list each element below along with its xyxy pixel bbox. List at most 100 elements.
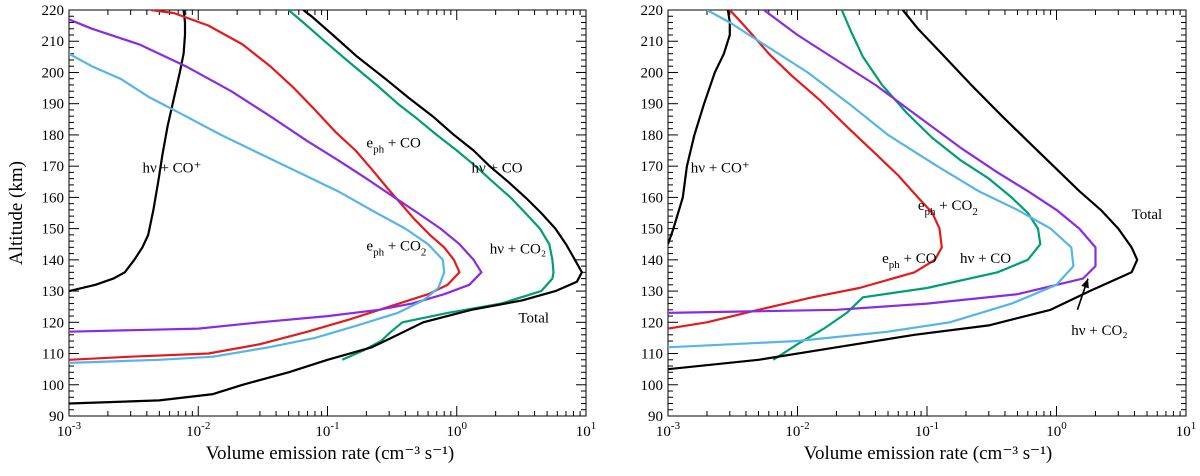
y-tick-label: 110 <box>641 347 663 363</box>
x-tick-label: 100 <box>447 420 468 440</box>
x-tick-label: 10-2 <box>785 420 809 440</box>
x-tick-label: 101 <box>1176 420 1197 440</box>
y-tick-label: 120 <box>641 315 664 331</box>
y-tick-label: 210 <box>42 34 65 50</box>
y-tick-label: 100 <box>641 378 664 394</box>
series-group <box>69 10 583 405</box>
chart-panel-2: 10-3 10-2 10-1 100 1019010011012013014015016… <box>641 3 1197 464</box>
series-line-1 <box>668 10 731 245</box>
y-tick-label: 170 <box>42 159 65 175</box>
x-tick-label: 10-1 <box>915 420 939 440</box>
chart-panel-1: 10-3 10-2 10-1 100 1019010011012013014015016… <box>6 3 596 464</box>
x-tick-exponent: 1 <box>591 420 597 432</box>
annotation-base: e <box>366 238 373 254</box>
series-line-2 <box>69 10 461 361</box>
series-line-3 <box>772 10 1042 361</box>
y-tick-label: 120 <box>42 315 65 331</box>
y-tick-label: 100 <box>42 378 65 394</box>
y-tick-label: 200 <box>42 65 65 81</box>
series-annotation: eph + CO <box>366 135 421 155</box>
x-axis-label: Volume emission rate (cm⁻³ s⁻¹) <box>804 443 1053 464</box>
x-tick-exponent: 1 <box>1191 420 1197 432</box>
series-annotation: hν + CO₂ <box>1071 323 1127 339</box>
series-line-6 <box>69 10 583 405</box>
annotation-arrow-head <box>1081 278 1089 289</box>
y-tick-label: 90 <box>648 409 663 425</box>
series-annotation: Total <box>518 310 549 326</box>
y-tick-label: 160 <box>42 190 65 206</box>
x-tick-mantissa: 10 <box>656 424 671 440</box>
y-tick-label: 150 <box>42 222 65 238</box>
annotation-subscript: 2 <box>972 206 978 218</box>
series-annotation: hν + CO₂ <box>490 242 546 258</box>
y-tick-label: 110 <box>42 347 64 363</box>
x-tick-exponent: 0 <box>1061 420 1067 432</box>
y-tick-label: 140 <box>641 253 664 269</box>
x-tick-mantissa: 10 <box>915 424 930 440</box>
x-tick-mantissa: 10 <box>576 424 591 440</box>
x-tick-exponent: -1 <box>330 420 339 432</box>
x-axis-label: Volume emission rate (cm⁻³ s⁻¹) <box>206 443 455 464</box>
x-tick-mantissa: 10 <box>186 424 201 440</box>
x-tick-exponent: -2 <box>800 420 809 432</box>
y-tick-label: 210 <box>641 34 664 50</box>
series-line-6 <box>668 10 1139 371</box>
x-tick-mantissa: 10 <box>447 424 462 440</box>
series-line-4 <box>69 18 483 333</box>
y-axis-label: Altitude (km) <box>6 161 27 265</box>
y-tick-label: 130 <box>42 284 65 300</box>
y-tick-label: 220 <box>641 3 664 19</box>
annotation-rest: + CO <box>900 251 937 267</box>
y-tick-label: 160 <box>641 190 664 206</box>
x-tick-mantissa: 10 <box>57 424 72 440</box>
series-annotation: Total <box>1132 207 1163 223</box>
series-annotation: hν + CO <box>471 160 522 176</box>
series-annotation: eph + CO2 <box>366 238 426 258</box>
x-tick-mantissa: 10 <box>1046 424 1061 440</box>
x-tick-mantissa: 10 <box>785 424 800 440</box>
x-tick-label: 10-3 <box>57 420 82 440</box>
annotation-subscript: ph <box>373 143 385 155</box>
y-tick-label: 180 <box>42 128 65 144</box>
series-annotation: hν + CO⁺ <box>691 160 750 176</box>
annotation-subscript: 2 <box>421 246 427 258</box>
y-tick-label: 170 <box>641 159 664 175</box>
annotation-rest: + CO <box>936 198 973 214</box>
series-annotation: hν + CO⁺ <box>142 160 201 176</box>
series-annotation: eph + CO <box>882 251 937 271</box>
x-tick-label: 10-3 <box>656 420 681 440</box>
y-tick-label: 130 <box>641 284 664 300</box>
annotation-subscript: ph <box>373 246 385 258</box>
annotation-base: e <box>918 198 925 214</box>
y-tick-label: 200 <box>641 65 664 81</box>
series-line-5 <box>69 52 446 364</box>
series-line-4 <box>668 10 1097 314</box>
x-tick-label: 100 <box>1046 420 1067 440</box>
x-tick-mantissa: 10 <box>315 424 330 440</box>
y-tick-label: 150 <box>641 222 664 238</box>
y-tick-label: 180 <box>641 128 664 144</box>
series-annotation: hν + CO <box>960 251 1011 267</box>
x-tick-label: 10-2 <box>186 420 210 440</box>
x-tick-exponent: -3 <box>72 420 82 432</box>
x-tick-exponent: -1 <box>930 420 939 432</box>
series-group <box>668 10 1139 371</box>
y-tick-label: 220 <box>42 3 65 19</box>
y-tick-label: 140 <box>42 253 65 269</box>
annotation-subscript: ph <box>925 206 937 218</box>
x-tick-exponent: 0 <box>462 420 468 432</box>
series-line-2 <box>668 10 943 330</box>
x-tick-exponent: -2 <box>201 420 210 432</box>
series-line-1 <box>69 10 187 293</box>
annotation-rest: + CO <box>384 238 421 254</box>
annotation-base: e <box>882 251 889 267</box>
series-line-5 <box>668 10 1075 349</box>
annotation-subscript: ph <box>889 259 901 271</box>
series-line-3 <box>287 10 555 361</box>
series-annotation: eph + CO2 <box>918 198 978 218</box>
y-tick-label: 90 <box>49 409 64 425</box>
x-tick-mantissa: 10 <box>1176 424 1191 440</box>
x-tick-exponent: -3 <box>671 420 681 432</box>
